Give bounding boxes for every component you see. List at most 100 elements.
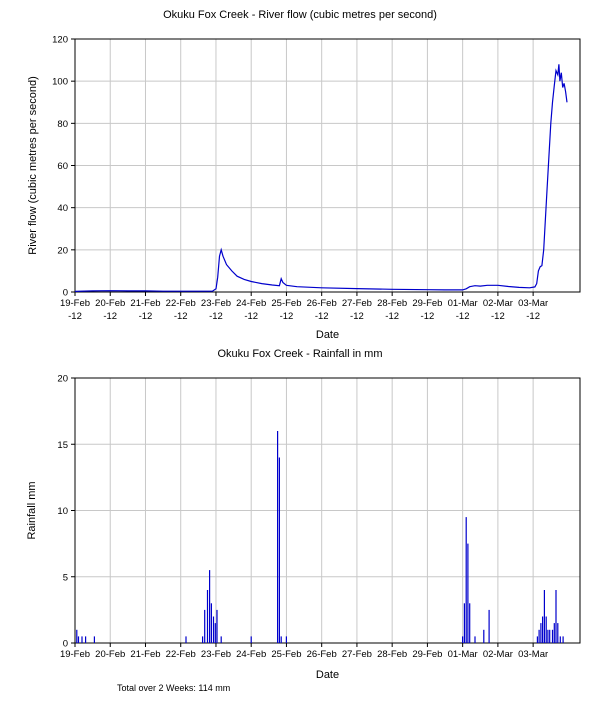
y-axis-label: River flow (cubic metres per second) <box>27 76 39 255</box>
y-tick-label: 0 <box>63 288 68 299</box>
rain-bar <box>474 636 476 643</box>
x-tick-label-year: -12 <box>280 311 294 322</box>
x-tick-label: 26-Feb <box>307 649 337 660</box>
y-tick-label: 0 <box>63 639 68 650</box>
rain-bar <box>559 636 561 643</box>
x-axis-label: Date <box>316 669 339 681</box>
rain-bar <box>488 609 490 643</box>
x-tick-label-year: -12 <box>174 311 188 322</box>
rain-bar <box>557 623 559 643</box>
flow-series-line <box>74 64 568 292</box>
rain-bar <box>467 543 469 643</box>
rain-bar <box>547 629 549 644</box>
plot-frame <box>74 377 581 644</box>
rain-bar <box>185 636 187 643</box>
rain-bar <box>540 623 542 643</box>
rain-bar <box>220 636 222 643</box>
x-tick-label: 24-Feb <box>236 649 266 660</box>
x-axis-label: Date <box>316 329 339 340</box>
x-tick-label: 22-Feb <box>166 649 196 660</box>
y-tick-label: 15 <box>57 440 68 451</box>
x-tick-label: 29-Feb <box>412 298 442 309</box>
rain-bar <box>285 636 287 643</box>
x-tick-label: 01-Mar <box>448 649 478 660</box>
rain-bar <box>93 636 95 643</box>
rain-bar <box>278 457 280 643</box>
y-tick-label: 10 <box>57 506 68 517</box>
x-tick-label-year: -12 <box>350 311 364 322</box>
x-tick-label: 26-Feb <box>307 298 337 309</box>
y-tick-label: 5 <box>63 572 68 583</box>
x-tick-label: 29-Feb <box>412 649 442 660</box>
rain-bar <box>210 603 212 644</box>
x-tick-label: 27-Feb <box>342 298 372 309</box>
x-tick-label: 28-Feb <box>377 649 407 660</box>
flow-chart-title: Okuku Fox Creek - River flow (cubic metr… <box>163 9 437 21</box>
x-tick-label-year: -12 <box>456 311 470 322</box>
rain-bar <box>549 629 551 644</box>
x-tick-label-year: -12 <box>103 311 117 322</box>
rain-bar <box>465 517 467 643</box>
rain-bar <box>545 616 547 643</box>
rain-total-text: Total over 2 Weeks: 114 mm <box>117 683 231 693</box>
rain-bar <box>469 603 471 644</box>
rain-bar <box>538 629 540 644</box>
rain-bar <box>536 636 538 643</box>
rain-bar <box>206 590 209 643</box>
y-axis-label: Rainfall mm <box>26 481 38 539</box>
rain-bar <box>202 636 204 643</box>
y-tick-label: 80 <box>57 119 68 130</box>
rain-bar <box>212 616 215 643</box>
x-tick-label: 03-Mar <box>518 298 548 309</box>
x-tick-label: 24-Feb <box>236 298 266 309</box>
x-tick-label: 22-Feb <box>166 298 196 309</box>
rain-bar <box>216 609 218 643</box>
rain-bar <box>562 636 564 643</box>
x-tick-label-year: -12 <box>315 311 329 322</box>
rain-bar <box>462 636 464 643</box>
x-tick-label-year: -12 <box>526 311 540 322</box>
x-tick-label: 21-Feb <box>130 298 160 309</box>
rain-bar <box>543 590 545 643</box>
rain-bar <box>551 629 554 644</box>
x-tick-label: 20-Feb <box>95 649 125 660</box>
y-tick-label: 40 <box>57 203 68 214</box>
y-tick-label: 20 <box>57 245 68 256</box>
rain-bar <box>76 629 78 644</box>
rain-bar <box>555 590 557 643</box>
rain-bar <box>483 629 485 644</box>
x-tick-label: 23-Feb <box>201 649 231 660</box>
flow-chart: 0 20 40 60 80 100 120 19-Feb -12 20-Feb -12 21-Feb -… <box>27 35 581 340</box>
y-tick-label: 120 <box>52 35 68 46</box>
x-tick-label-year: -12 <box>209 311 223 322</box>
rain-bar <box>463 603 465 644</box>
x-tick-label: 20-Feb <box>95 298 125 309</box>
x-tick-label: 25-Feb <box>271 649 301 660</box>
x-tick-label: 03-Mar <box>518 649 548 660</box>
rain-bar <box>553 623 555 643</box>
x-tick-label: 19-Feb <box>60 298 90 309</box>
rain-chart-title: Okuku Fox Creek - Rainfall in mm <box>217 348 383 360</box>
x-tick-label: 25-Feb <box>271 298 301 309</box>
x-tick-label-year: -12 <box>244 311 258 322</box>
x-tick-label-year: -12 <box>385 311 399 322</box>
y-tick-label: 20 <box>57 374 68 385</box>
rain-bar <box>209 570 211 643</box>
rain-bar <box>250 636 252 643</box>
x-tick-label: 27-Feb <box>342 649 372 660</box>
y-tick-label: 60 <box>57 161 68 172</box>
x-tick-label-year: -12 <box>421 311 435 322</box>
rain-bar <box>81 636 83 643</box>
rain-bar <box>542 616 544 643</box>
rain-bar <box>280 636 282 643</box>
rain-bar <box>277 431 279 643</box>
x-tick-label: 23-Feb <box>201 298 231 309</box>
rain-bar <box>77 636 80 643</box>
x-tick-label-year: -12 <box>139 311 153 322</box>
x-tick-label: 02-Mar <box>483 298 513 309</box>
x-tick-label: 21-Feb <box>130 649 160 660</box>
x-tick-label: 02-Mar <box>483 649 513 660</box>
x-tick-label: 28-Feb <box>377 298 407 309</box>
rain-bar <box>204 609 206 643</box>
